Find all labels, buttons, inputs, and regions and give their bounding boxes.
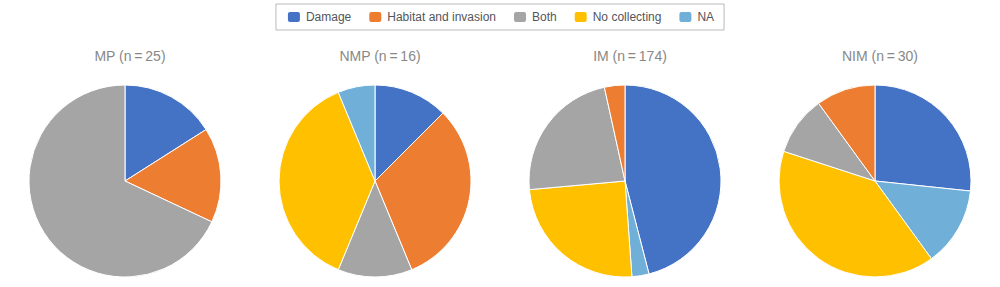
svg-text:Habitat and invasion: Habitat and invasion [387,10,496,24]
svg-text:NMP (n = 16): NMP (n = 16) [339,48,420,64]
svg-text:MP (n = 25): MP (n = 25) [94,48,165,64]
svg-text:IM (n = 174): IM (n = 174) [593,48,667,64]
svg-text:NA: NA [697,10,714,24]
svg-text:No collecting: No collecting [593,10,662,24]
svg-text:NIM (n = 30): NIM (n = 30) [842,48,918,64]
svg-text:Both: Both [532,10,557,24]
svg-text:Damage: Damage [306,10,352,24]
